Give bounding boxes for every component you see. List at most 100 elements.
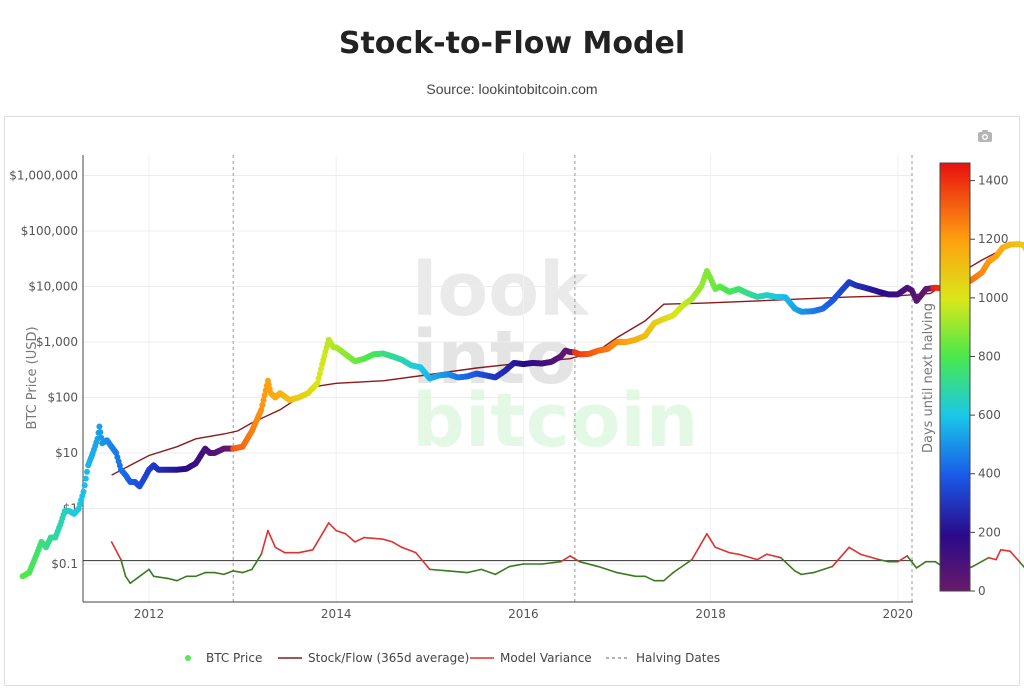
- model-variance-segment: [896, 555, 908, 563]
- model-variance-segment: [138, 568, 150, 578]
- colorbar-title: Days until next halving: [921, 303, 936, 453]
- legend-item-btc-price[interactable]: BTC Price: [185, 651, 262, 665]
- legend-label: BTC Price: [206, 651, 262, 665]
- model-variance-segment: [999, 549, 1011, 553]
- model-variance-segment: [737, 553, 759, 561]
- model-variance-segment: [779, 556, 796, 572]
- model-variance-segment: [859, 553, 880, 561]
- model-variance-segment: [400, 546, 417, 554]
- model-variance-segment: [363, 536, 384, 540]
- btc-price-point: [80, 488, 87, 495]
- model-variance-segment: [414, 551, 431, 571]
- model-variance-segment: [260, 529, 269, 556]
- legend-item-halving-dates[interactable]: Halving Dates: [606, 651, 720, 665]
- model-variance-segment: [1009, 550, 1021, 563]
- model-variance-segment: [878, 558, 890, 563]
- model-variance-segment: [995, 549, 1002, 561]
- y-tick-label: $0.1: [51, 557, 78, 571]
- btc-price-point: [259, 402, 266, 408]
- y-axis-title: BTC Price (USD): [25, 326, 40, 429]
- camera-icon[interactable]: [978, 130, 992, 142]
- model-variance-segment: [120, 558, 127, 578]
- legend-item-model-variance[interactable]: Model Variance: [470, 651, 592, 665]
- model-variance-segment: [662, 571, 674, 582]
- colorbar-tick-label: 1200: [978, 232, 1009, 246]
- model-variance-segment: [706, 533, 717, 549]
- model-variance-segment: [428, 568, 450, 572]
- model-variance-segment: [494, 565, 511, 576]
- btc-price-point: [82, 475, 89, 482]
- model-variance-segment: [148, 568, 155, 578]
- model-variance-segment: [274, 546, 286, 554]
- model-variance-segment: [756, 553, 768, 561]
- model-variance-segment: [311, 522, 330, 551]
- model-variance-segment: [644, 575, 656, 582]
- stock-flow-series: [111, 242, 1024, 476]
- colorbar: 0 200 400 600 800 1000 1200 1400 Days until nex…: [921, 162, 1009, 598]
- model-variance-segment: [110, 541, 122, 561]
- model-variance-segment: [1018, 560, 1024, 569]
- btc-price-point: [84, 468, 90, 475]
- colorbar-ticks: 0 200 400 600 800 1000 1200 1400: [970, 174, 1009, 598]
- model-variance-segment: [915, 560, 927, 569]
- model-variance-segment: [714, 546, 731, 554]
- legend-label: Model Variance: [500, 651, 592, 665]
- model-variance-segment: [848, 546, 862, 556]
- watermark: look into bitcoin: [412, 247, 698, 464]
- page-subtitle: Source: lookintobitcoin.com: [426, 81, 598, 97]
- model-variance-segment: [267, 529, 277, 549]
- legend-label: Halving Dates: [636, 651, 720, 665]
- gridlines: [83, 155, 913, 602]
- model-variance-segment: [466, 568, 483, 574]
- btc-price-point: [261, 392, 268, 399]
- btc-price-point: [258, 406, 265, 413]
- model-variance-segment: [124, 575, 132, 585]
- legend-item-stock-flow-365d-average[interactable]: Stock/Flow (365d average): [278, 651, 469, 665]
- y-tick-label: $100: [47, 391, 78, 405]
- btc-price-point: [316, 370, 323, 377]
- colorbar-tick-label: 0: [978, 584, 986, 598]
- model-variance-segment: [569, 555, 581, 563]
- model-variance-segment: [232, 570, 244, 574]
- model-variance-segment: [152, 575, 169, 580]
- model-variance-segment: [765, 553, 782, 559]
- model-variance-segment: [691, 533, 708, 561]
- x-tick-label: 2014: [321, 607, 352, 621]
- chart-container: [4, 116, 1020, 686]
- model-variance-segment: [987, 556, 997, 561]
- model-variance-segment: [578, 560, 600, 568]
- btc-price-point: [81, 482, 88, 489]
- colorbar-tick-label: 1400: [978, 174, 1009, 188]
- y-axis-ticks: $1,000,000$100,000$10,000$1,000$100$10$1…: [9, 169, 78, 572]
- btc-price-point: [314, 380, 321, 387]
- model-variance-segment: [447, 570, 469, 574]
- model-variance-segment: [354, 536, 366, 543]
- y-tick-label: $100,000: [21, 224, 78, 238]
- colorbar-tick-label: 200: [978, 525, 1001, 539]
- y-tick-label: $1,000: [36, 335, 78, 349]
- stock-flow-line: [111, 242, 1024, 476]
- model-variance-segment: [541, 560, 562, 565]
- model-variance-segment: [382, 538, 394, 543]
- model-variance-segment: [728, 551, 740, 556]
- x-tick-label: 2012: [134, 607, 165, 621]
- model-variance-segment: [223, 570, 235, 576]
- y-tick-label: $1,000,000: [9, 169, 78, 183]
- model-variance-segment: [391, 541, 403, 549]
- model-variance-segment: [344, 533, 356, 543]
- colorbar-tick-label: 600: [978, 408, 1001, 422]
- watermark-line-1: look: [412, 247, 590, 333]
- halving-lines: [232, 155, 913, 602]
- model-variance-segment: [176, 575, 188, 582]
- colorbar-tick-label: 400: [978, 467, 1001, 481]
- x-tick-label: 2016: [508, 607, 539, 621]
- model-variance-segment: [831, 546, 850, 568]
- x-tick-label: 2018: [695, 607, 726, 621]
- model-variance-segment: [508, 563, 525, 568]
- model-variance-segment: [195, 571, 206, 578]
- x-tick-label: 2020: [883, 607, 914, 621]
- model-variance-segment: [597, 565, 618, 574]
- model-variance-segment: [560, 555, 572, 563]
- model-variance-series: [110, 522, 1024, 585]
- model-variance-segment: [241, 568, 253, 574]
